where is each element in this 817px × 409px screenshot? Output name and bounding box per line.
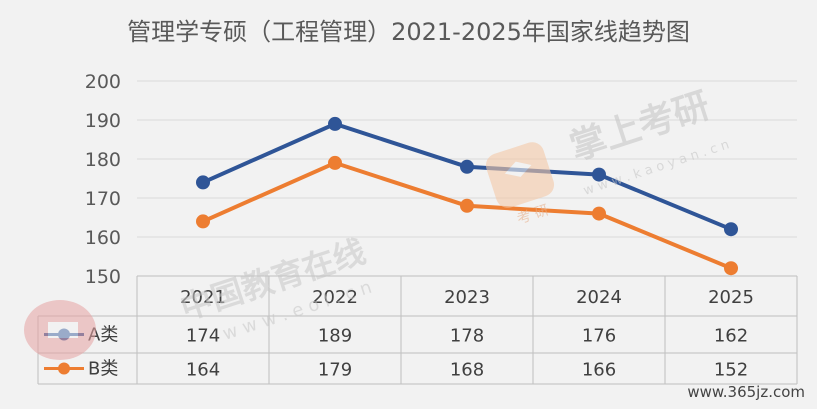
data-point [460, 198, 474, 213]
table-cell-value: 176 [582, 326, 616, 347]
y-tick-label: 170 [85, 188, 121, 210]
table-cell-value: 189 [318, 326, 352, 347]
legend-label: B类 [88, 359, 118, 380]
x-tick-label: 2022 [312, 287, 358, 308]
table-cell-value: 152 [714, 360, 748, 381]
site-credit: www.365jz.com [687, 383, 805, 401]
table-cell-value: 166 [582, 360, 616, 381]
table-cell-value: 178 [450, 326, 484, 347]
table-cell-value: 162 [714, 326, 748, 347]
data-point [196, 214, 210, 229]
data-point [196, 175, 210, 190]
series-layer [196, 116, 738, 276]
y-tick-label: 200 [85, 71, 121, 93]
y-tick-label: 180 [85, 149, 121, 171]
chart-title: 管理学专硕（工程管理）2021-2025年国家线趋势图 [127, 18, 690, 46]
data-point [328, 116, 342, 131]
kaoyan-badge-text: 考 研 [515, 202, 551, 227]
table-cell-value: 164 [186, 360, 220, 381]
grid-lines [137, 80, 797, 238]
y-tick-label: 190 [85, 110, 121, 132]
data-point [328, 155, 342, 170]
y-tick-label: 150 [85, 266, 121, 288]
data-point [592, 206, 606, 221]
series-group [196, 116, 738, 237]
x-tick-label: 2024 [576, 287, 622, 308]
series-group [196, 155, 738, 276]
kaoyan-watermark: 考 研 掌上考研 w w w . k a o y a n . c n [485, 85, 731, 228]
y-axis-ticks: 150 160 170 180 190 200 [85, 71, 121, 288]
series-line [202, 160, 732, 271]
x-tick-label: 2021 [180, 287, 226, 308]
table-cell-value: 179 [318, 360, 352, 381]
data-point [592, 167, 606, 182]
data-point [460, 159, 474, 174]
table-cell-value: 168 [450, 360, 484, 381]
kaoyan-logo-icon: 考 研 [485, 142, 555, 228]
x-tick-label: 2025 [708, 287, 754, 308]
x-tick-label: 2023 [444, 287, 490, 308]
eol-logo-icon [24, 300, 96, 360]
table-cell-value: 174 [186, 326, 220, 347]
y-tick-label: 160 [85, 227, 121, 249]
legend-marker [58, 362, 70, 375]
data-point [724, 261, 738, 276]
data-point [724, 222, 738, 237]
